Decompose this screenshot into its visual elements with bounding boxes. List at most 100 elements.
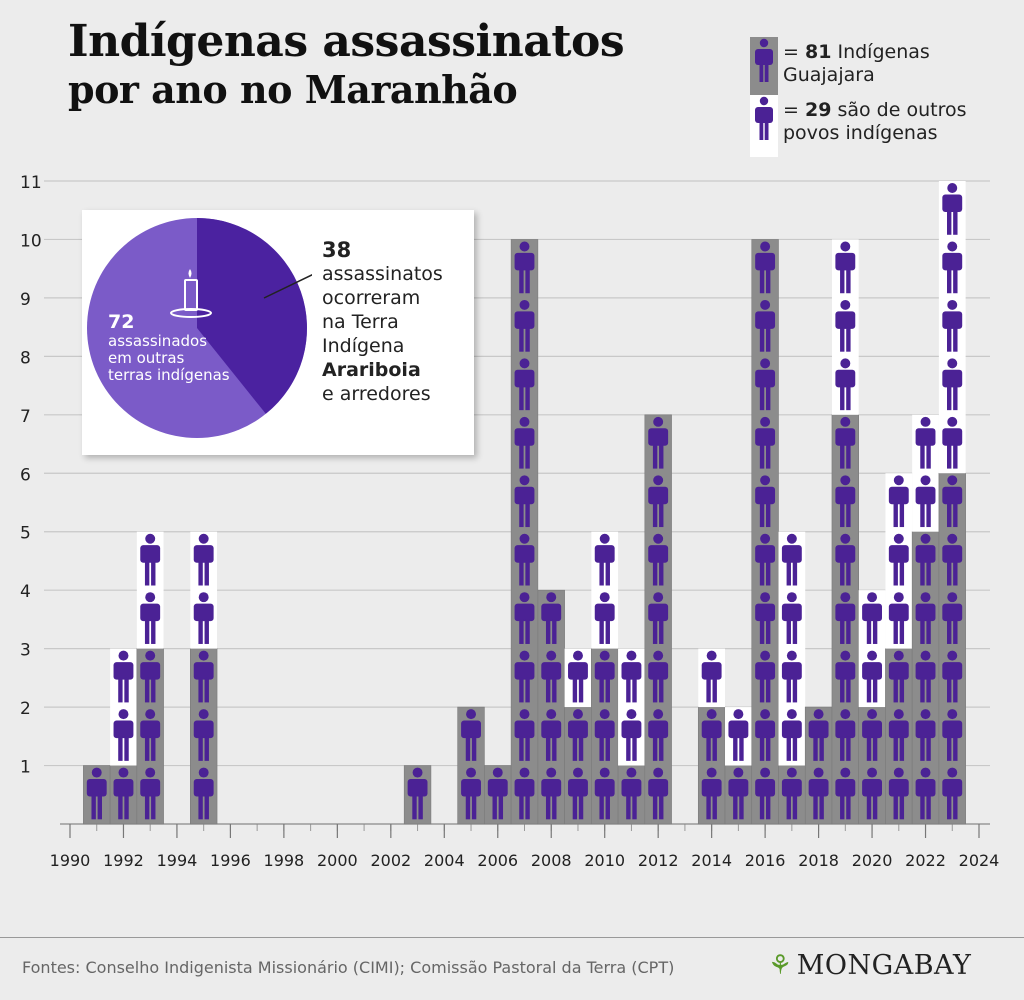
x-tick-label: 2006 bbox=[477, 851, 518, 870]
person-icon bbox=[781, 592, 802, 644]
chart-title: Indígenas assassinatos por ano no Maranh… bbox=[68, 16, 625, 113]
pie-slice-arariboia bbox=[197, 218, 307, 414]
person-icon bbox=[487, 767, 508, 820]
person-icon bbox=[888, 592, 909, 644]
person-icon bbox=[113, 767, 134, 820]
person-icon bbox=[621, 767, 642, 820]
pie-callout-line bbox=[263, 274, 312, 299]
person-icon bbox=[942, 533, 963, 586]
person-icon bbox=[140, 592, 161, 644]
legend-others-text2: povos indígenas bbox=[783, 122, 938, 144]
person-icon bbox=[621, 650, 642, 703]
person-icon bbox=[648, 767, 669, 820]
person-icon bbox=[781, 533, 802, 586]
legend-others: = 29 são de outros povos indígenas bbox=[750, 95, 967, 163]
person-icon bbox=[755, 96, 773, 140]
person-icon bbox=[915, 533, 936, 586]
person-icon bbox=[461, 709, 481, 761]
person-icon bbox=[541, 709, 562, 761]
person-icon bbox=[594, 533, 615, 586]
person-icon bbox=[621, 709, 642, 761]
person-icon bbox=[648, 592, 669, 644]
person-icon bbox=[193, 650, 214, 703]
legend-others-count: 29 bbox=[804, 99, 832, 121]
person-icon bbox=[514, 709, 535, 761]
person-icon bbox=[113, 709, 134, 761]
bar-chart: 1 2 3 4 5 6 7 8 9 10 11 1990 1992 1994 1996 1998 2000 200… bbox=[20, 173, 1000, 870]
footer-divider bbox=[0, 937, 1024, 938]
y-tick-label: 5 bbox=[20, 524, 31, 544]
x-tick-label: 2022 bbox=[905, 851, 946, 870]
y-tick-label: 4 bbox=[20, 582, 31, 602]
person-icon bbox=[113, 650, 134, 703]
pie-left-line1: assassinados bbox=[108, 332, 208, 350]
person-icon bbox=[755, 592, 776, 644]
person-icon bbox=[835, 358, 856, 411]
x-tick-label: 2004 bbox=[424, 851, 465, 870]
person-icon bbox=[541, 592, 562, 644]
person-icon bbox=[755, 38, 773, 82]
person-icon bbox=[862, 650, 882, 703]
person-icon bbox=[835, 709, 856, 761]
person-icon bbox=[140, 709, 161, 761]
person-icon bbox=[648, 533, 669, 586]
x-tick-label: 2024 bbox=[959, 851, 1000, 870]
y-tick-label: 8 bbox=[20, 348, 31, 368]
person-icon bbox=[808, 709, 829, 761]
legend-guajajara: = 81 Indígenas Guajajara bbox=[750, 37, 930, 105]
pie-right-line2: ocorreram bbox=[322, 287, 421, 309]
person-icon bbox=[915, 416, 936, 469]
person-icon bbox=[888, 533, 909, 586]
person-icon bbox=[514, 299, 535, 352]
person-icon bbox=[514, 650, 535, 703]
person-icon bbox=[808, 767, 829, 820]
person-icon bbox=[781, 767, 802, 820]
x-tick-label: 1998 bbox=[264, 851, 305, 870]
person-icon bbox=[594, 650, 615, 703]
y-tick-label: 2 bbox=[20, 699, 31, 719]
person-icon bbox=[915, 475, 936, 528]
person-icon bbox=[514, 533, 535, 586]
pie-label-arariboia: 38 assassinatos ocorreram na Terra Indíg… bbox=[322, 238, 472, 406]
x-tick-label: 2014 bbox=[691, 851, 732, 870]
x-tick-label: 1990 bbox=[50, 851, 91, 870]
person-icon bbox=[140, 650, 161, 703]
person-icon bbox=[701, 650, 722, 703]
person-icon bbox=[514, 241, 535, 294]
person-icon bbox=[594, 592, 615, 644]
legend-guajajara-count: 81 bbox=[804, 41, 832, 63]
person-icon bbox=[140, 533, 161, 586]
person-icon bbox=[888, 767, 909, 820]
person-icon bbox=[888, 709, 909, 761]
person-icon bbox=[942, 592, 963, 644]
person-icon bbox=[514, 592, 535, 644]
legend-others-text1: são de outros bbox=[831, 99, 967, 121]
person-icon bbox=[835, 592, 856, 644]
person-icon bbox=[888, 650, 909, 703]
candle-icon bbox=[170, 269, 212, 318]
person-icon bbox=[755, 241, 776, 294]
y-tick-label: 1 bbox=[20, 758, 31, 778]
person-icon bbox=[728, 709, 749, 761]
person-icon bbox=[594, 709, 615, 761]
pie-right-count: 38 bbox=[322, 238, 352, 262]
person-icon bbox=[942, 241, 963, 294]
legend-guajajara-swatch bbox=[750, 37, 778, 99]
person-icon bbox=[862, 592, 882, 644]
person-icon bbox=[514, 416, 535, 469]
person-icon bbox=[755, 533, 776, 586]
pie-left-line3: terras indígenas bbox=[108, 366, 230, 384]
person-icon bbox=[755, 475, 776, 528]
person-icon bbox=[942, 299, 963, 352]
person-icon bbox=[701, 709, 722, 761]
y-tick-label: 6 bbox=[20, 465, 31, 485]
x-tick-label: 2000 bbox=[317, 851, 358, 870]
person-icon bbox=[728, 767, 749, 820]
person-icon bbox=[594, 767, 615, 820]
person-icon bbox=[942, 650, 963, 703]
x-tick-label: 2016 bbox=[745, 851, 786, 870]
y-tick-label: 3 bbox=[20, 641, 31, 661]
legend-guajajara-eq: = bbox=[783, 41, 805, 63]
person-icon bbox=[461, 767, 481, 820]
person-icon bbox=[140, 767, 161, 820]
